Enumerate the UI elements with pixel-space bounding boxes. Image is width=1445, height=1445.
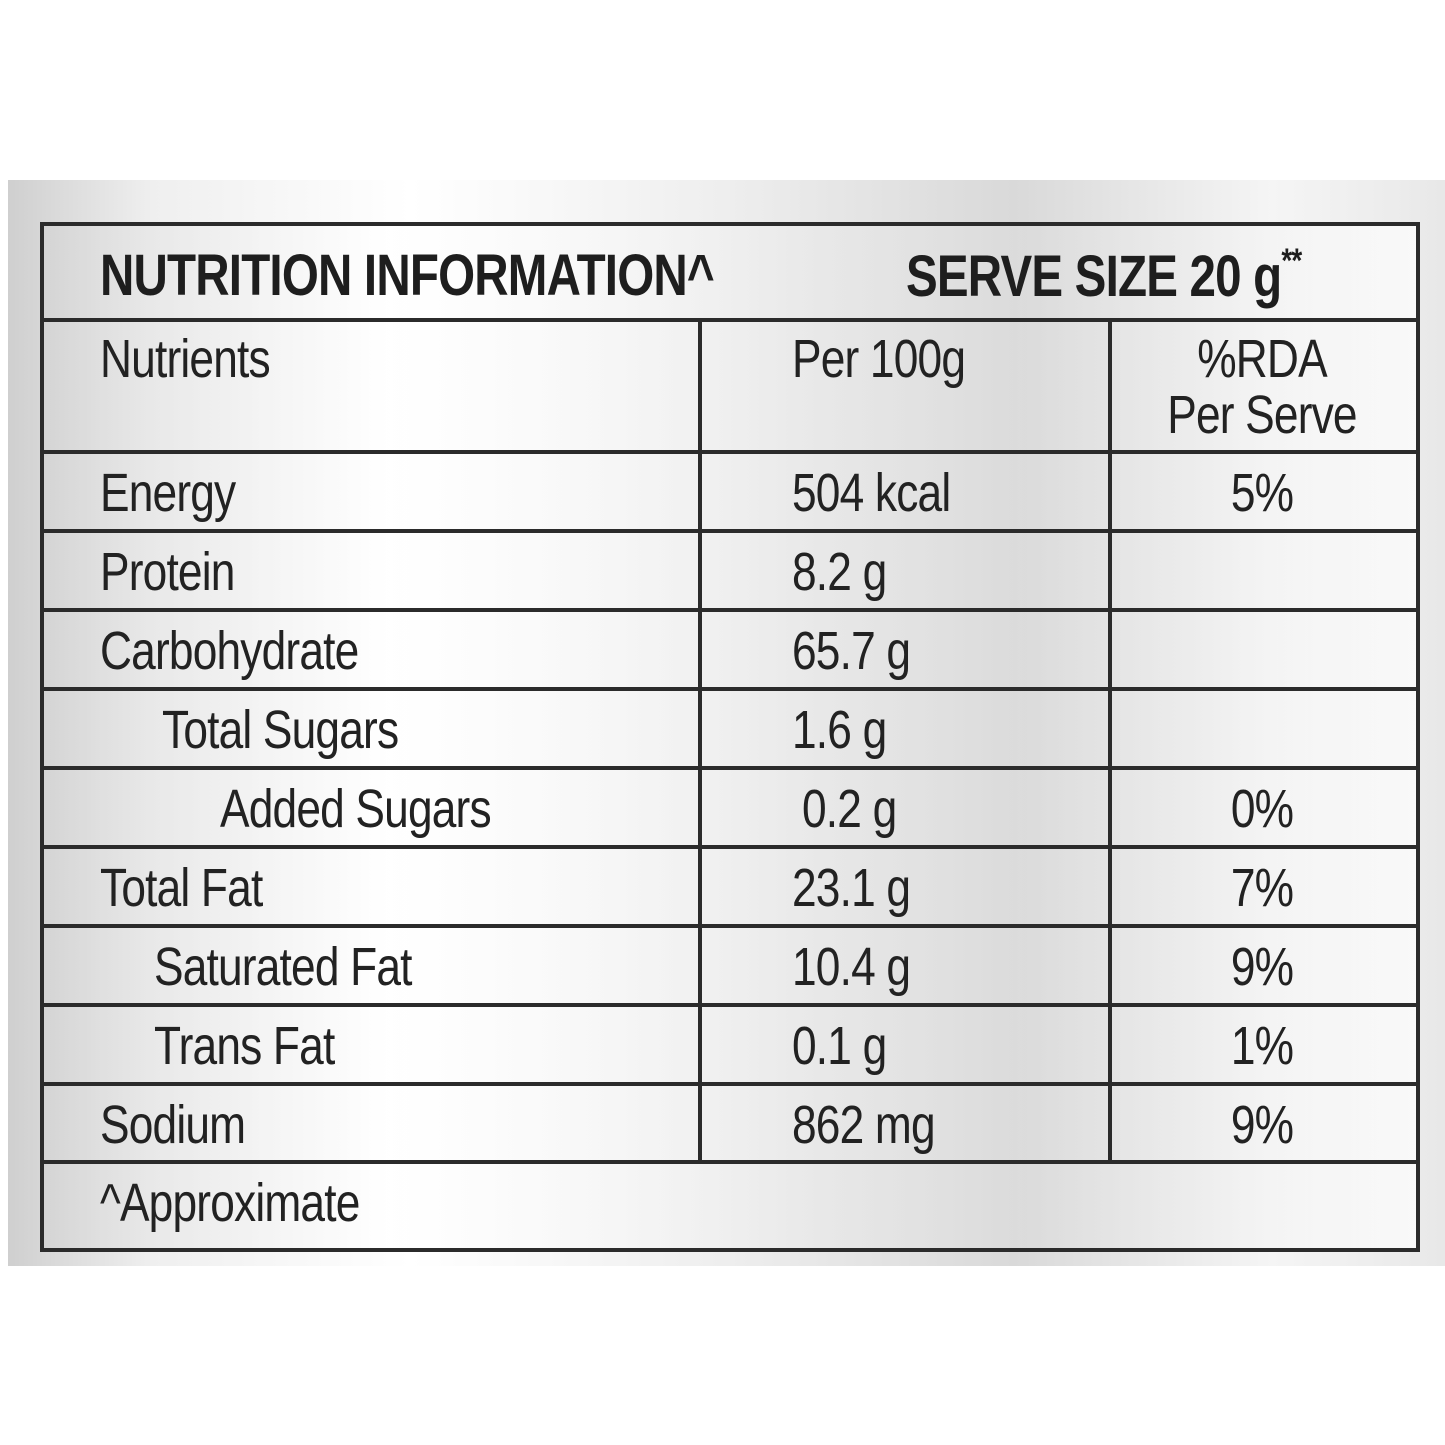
table-row: Sodium 862 mg 9% xyxy=(44,1086,1416,1164)
table-title: NUTRITION INFORMATION^ xyxy=(100,243,715,308)
serve-size-mark: ** xyxy=(1281,242,1302,280)
table-header-row: NUTRITION INFORMATION^ SERVE SIZE 20 g** xyxy=(44,226,1416,322)
nutrient-name: Carbohydrate xyxy=(100,621,359,681)
column-rda-line2: Per Serve xyxy=(1167,385,1357,445)
column-divider xyxy=(698,322,702,1160)
table-row: Carbohydrate 65.7 g xyxy=(44,612,1416,691)
nutrient-name: Saturated Fat xyxy=(154,937,412,997)
nutrient-name: Trans Fat xyxy=(154,1016,335,1076)
column-divider xyxy=(1108,322,1112,1160)
table-row: Energy 504 kcal 5% xyxy=(44,454,1416,533)
nutrient-name: Total Sugars xyxy=(162,700,399,760)
serve-size-text: SERVE SIZE 20 g xyxy=(906,244,1282,309)
nutrition-table: NUTRITION INFORMATION^ SERVE SIZE 20 g**… xyxy=(40,222,1420,1252)
column-header-row: Nutrients Per 100g %RDA Per Serve xyxy=(44,322,1416,454)
nutrient-per100: 504 kcal xyxy=(792,463,951,523)
nutrient-per100: 23.1 g xyxy=(792,858,911,918)
serve-size: SERVE SIZE 20 g** xyxy=(906,242,1302,310)
nutrient-name: Sodium xyxy=(100,1095,246,1155)
nutrient-name: Protein xyxy=(100,542,235,602)
nutrient-per100: 0.2 g xyxy=(802,779,897,839)
nutrient-rda: 5% xyxy=(1230,463,1294,523)
nutrient-rda: 7% xyxy=(1230,858,1294,918)
nutrient-per100: 65.7 g xyxy=(792,621,911,681)
nutrient-name: Added Sugars xyxy=(220,779,492,839)
nutrient-rda: 9% xyxy=(1230,1095,1294,1155)
column-nutrients: Nutrients xyxy=(100,329,271,389)
nutrient-per100: 0.1 g xyxy=(792,1016,887,1076)
table-row: Protein 8.2 g xyxy=(44,533,1416,612)
nutrient-per100: 8.2 g xyxy=(792,542,887,602)
table-row: Trans Fat 0.1 g 1% xyxy=(44,1007,1416,1086)
column-rda-line1: %RDA xyxy=(1197,329,1327,389)
table-row: Total Fat 23.1 g 7% xyxy=(44,849,1416,928)
table-row: Saturated Fat 10.4 g 9% xyxy=(44,928,1416,1007)
column-per100: Per 100g xyxy=(792,329,966,389)
nutrient-rda: 1% xyxy=(1230,1016,1294,1076)
footnote: ^Approximate xyxy=(100,1173,360,1233)
nutrient-per100: 10.4 g xyxy=(792,937,911,997)
nutrient-per100: 1.6 g xyxy=(792,700,887,760)
table-row: Total Sugars 1.6 g xyxy=(44,691,1416,770)
table-row: Added Sugars 0.2 g 0% xyxy=(44,770,1416,849)
footnote-row: ^Approximate xyxy=(44,1164,1416,1248)
nutrient-rda: 0% xyxy=(1230,779,1294,839)
nutrient-name: Energy xyxy=(100,463,236,523)
nutrient-rda: 9% xyxy=(1230,937,1294,997)
nutrient-name: Total Fat xyxy=(100,858,263,918)
nutrient-per100: 862 mg xyxy=(792,1095,936,1155)
